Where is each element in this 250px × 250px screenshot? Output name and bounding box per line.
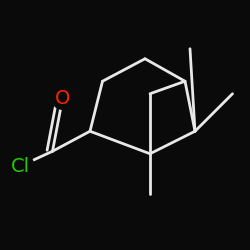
Circle shape xyxy=(52,88,73,109)
Circle shape xyxy=(6,152,34,180)
Text: Cl: Cl xyxy=(10,157,29,176)
Text: O: O xyxy=(55,89,70,108)
